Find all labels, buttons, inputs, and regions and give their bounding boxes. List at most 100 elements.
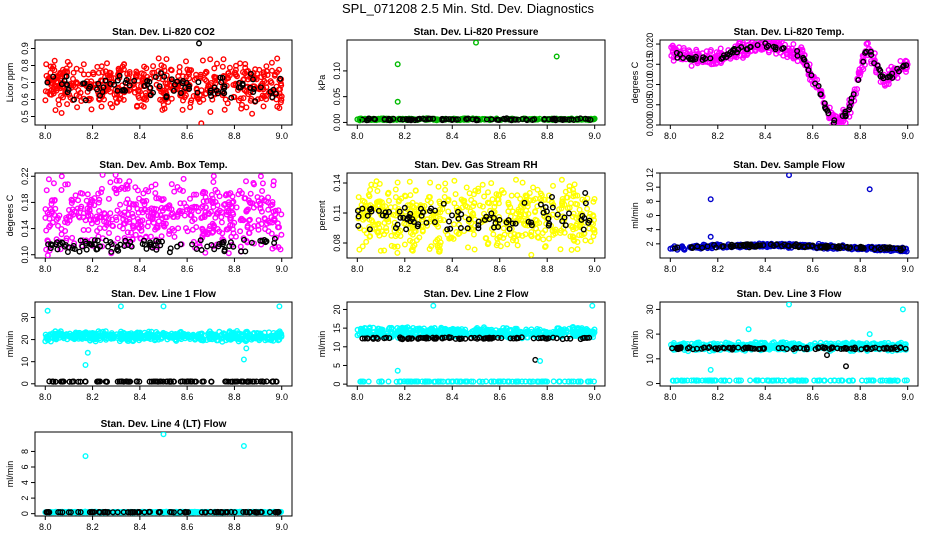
point-cloud	[103, 331, 110, 338]
point-cloud	[266, 329, 273, 336]
point-ref	[146, 378, 153, 385]
point-cloud	[231, 94, 238, 101]
point-cloud	[130, 223, 137, 230]
point-cloud	[235, 191, 242, 198]
point-cloud	[571, 181, 578, 188]
point-cloud	[546, 235, 553, 242]
point-ref	[858, 244, 865, 251]
point-ref	[846, 106, 853, 113]
point-outlier	[866, 186, 873, 193]
point-ref	[707, 55, 714, 62]
point-cloud	[460, 198, 467, 205]
point-cloud	[70, 69, 77, 76]
point-ref	[566, 210, 573, 217]
point-cloud	[249, 335, 256, 342]
point-cloud	[388, 325, 395, 332]
point-cloud	[114, 235, 121, 242]
point-ref	[559, 218, 566, 225]
point-ref	[831, 117, 838, 124]
point-cloud	[573, 214, 580, 221]
point-cloud	[116, 177, 123, 184]
point-base	[479, 378, 486, 385]
point-cloud	[670, 57, 677, 64]
x-tick-label: 8.4	[134, 131, 147, 141]
point-cloud	[397, 227, 404, 234]
point-cloud	[475, 185, 482, 192]
point-cloud	[276, 90, 283, 97]
point-cloud	[145, 334, 152, 341]
point-cloud	[184, 66, 191, 73]
point-cloud	[552, 226, 559, 233]
point-base	[565, 378, 572, 385]
x-tick-label: 8.2	[712, 392, 725, 402]
point-cloud	[570, 236, 577, 243]
point-cloud	[407, 192, 414, 199]
point-ref	[76, 248, 83, 255]
point-cloud	[149, 214, 156, 221]
point-cloud	[452, 191, 459, 198]
point-ref	[543, 208, 550, 215]
point-cloud	[374, 187, 381, 194]
point-cloud	[563, 194, 570, 201]
point-cloud	[220, 56, 227, 63]
point-cloud	[437, 200, 444, 207]
point-ref	[842, 113, 849, 120]
point-cloud	[154, 224, 161, 231]
point-cloud	[435, 244, 442, 251]
point-cloud	[257, 173, 264, 180]
point-cloud	[124, 229, 131, 236]
point-ref	[185, 83, 192, 90]
point-ref	[168, 76, 175, 83]
point-ref	[876, 66, 883, 73]
point-base	[463, 378, 470, 385]
point-ref	[79, 243, 86, 250]
point-cloud	[167, 66, 174, 73]
x-tick-label: 8.2	[399, 264, 412, 274]
point-cloud	[481, 326, 488, 333]
x-tick-label: 8.8	[854, 131, 867, 141]
point-cloud	[402, 331, 409, 338]
point-base	[509, 378, 516, 385]
point-ref	[59, 240, 66, 247]
point-cloud	[175, 209, 182, 216]
point-cloud	[445, 197, 452, 204]
point-cloud	[43, 61, 50, 68]
point-cloud	[66, 61, 73, 68]
point-cloud	[401, 241, 408, 248]
point-cloud	[105, 229, 112, 236]
point-ref	[95, 80, 102, 87]
point-cloud	[212, 331, 219, 338]
point-cloud	[500, 325, 507, 332]
point-cloud	[903, 68, 910, 75]
point-ref	[94, 378, 101, 385]
point-cloud	[237, 95, 244, 102]
point-cloud	[186, 75, 193, 82]
point-cloud	[51, 197, 58, 204]
point-cloud	[426, 193, 433, 200]
panel-title: Stan. Dev. Line 2 Flow	[424, 289, 529, 300]
x-tick-label: 8.2	[399, 392, 412, 402]
point-ref	[199, 378, 206, 385]
point-base	[519, 378, 526, 385]
point-ref	[355, 213, 362, 220]
point-cloud	[218, 209, 225, 216]
point-cloud	[102, 336, 109, 343]
point-ref	[116, 378, 123, 385]
point-ref	[133, 378, 140, 385]
point-cloud	[363, 238, 370, 245]
point-cloud	[207, 108, 214, 115]
point-cloud	[111, 185, 118, 192]
point-outlier	[553, 53, 560, 60]
point-cloud	[182, 332, 189, 339]
point-ref	[506, 225, 513, 232]
point-ref	[211, 246, 218, 253]
point-ref	[871, 246, 878, 253]
point-ref	[483, 213, 490, 220]
y-tick-label: 10	[645, 182, 655, 192]
point-ref	[704, 243, 711, 250]
point-cloud	[221, 331, 228, 338]
point-ref	[193, 245, 200, 252]
point-ref	[195, 79, 202, 86]
point-cloud	[169, 225, 176, 232]
